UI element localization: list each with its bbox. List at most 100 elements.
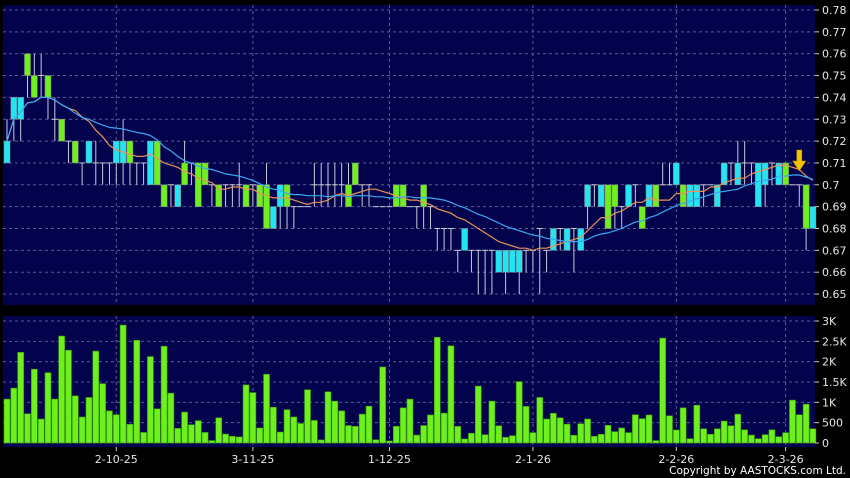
volume-bar	[304, 389, 311, 444]
volume-bar	[65, 349, 72, 444]
up-candle	[720, 162, 728, 186]
volume-tick-label: 1K	[822, 396, 837, 409]
up-candle	[516, 250, 523, 273]
price-tick-label: 0.77	[822, 26, 847, 39]
volume-bar	[112, 414, 120, 444]
down-candle	[194, 162, 202, 207]
up-candle	[809, 206, 817, 229]
down-candle	[58, 119, 65, 142]
price-panel	[3, 5, 815, 305]
volume-bar	[188, 424, 195, 444]
volume-bar	[727, 425, 735, 444]
volume-bar	[10, 387, 18, 444]
date-tick-label: 2-3-26	[768, 453, 804, 466]
volume-bar	[734, 413, 742, 444]
volume-bar	[263, 373, 270, 444]
volume-bar	[748, 434, 755, 444]
volume-bar	[72, 395, 79, 444]
down-candle	[802, 184, 810, 229]
volume-bar	[386, 440, 393, 444]
volume-bar	[638, 418, 646, 444]
volume-bar	[58, 335, 65, 444]
volume-bar	[433, 336, 441, 444]
volume-bar	[338, 410, 345, 444]
volume-bar	[679, 407, 687, 444]
volume-bar	[768, 429, 776, 444]
volume-bar	[276, 431, 284, 444]
price-tick-label: 0.72	[822, 135, 847, 148]
up-candle	[147, 140, 154, 186]
down-candle	[263, 184, 270, 229]
volume-bar	[645, 414, 653, 444]
volume-tick-label: 3K	[822, 315, 837, 328]
volume-bar	[297, 423, 304, 444]
up-candle	[625, 184, 632, 207]
volume-bar	[447, 345, 455, 444]
up-candle	[597, 184, 605, 207]
volume-bar	[529, 432, 537, 444]
volume-bar	[563, 423, 571, 444]
price-tick-label: 0.74	[822, 91, 847, 104]
volume-bar	[761, 434, 769, 444]
volume-bar	[795, 414, 803, 444]
volume-bar	[126, 423, 134, 444]
volume-bar	[51, 398, 59, 444]
down-candle	[652, 184, 660, 207]
volume-bar	[597, 433, 605, 444]
volume-bar	[782, 432, 789, 444]
price-tick-label: 0.75	[822, 70, 847, 83]
volume-bar	[427, 414, 434, 444]
volume-bar	[17, 352, 24, 444]
up-candle	[563, 228, 571, 251]
volume-bar	[133, 340, 141, 444]
volume-bar	[577, 423, 585, 444]
volume-bar	[372, 439, 380, 444]
price-tick-label: 0.73	[822, 113, 847, 126]
down-candle	[256, 184, 263, 207]
volume-bar	[720, 420, 728, 444]
volume-bar	[119, 324, 127, 444]
down-candle	[399, 184, 407, 207]
volume-bar	[352, 426, 359, 444]
up-candle	[734, 162, 742, 186]
down-candle	[420, 184, 427, 207]
down-candle	[181, 162, 188, 186]
up-candle	[495, 250, 503, 273]
volume-bar	[481, 434, 489, 444]
volume-bar	[399, 407, 407, 444]
down-candle	[126, 140, 134, 164]
volume-bar	[741, 429, 748, 444]
volume-bar	[632, 414, 639, 444]
volume-bar	[659, 337, 666, 444]
down-candle	[201, 162, 209, 186]
down-candle	[24, 53, 31, 76]
volume-bar	[666, 415, 673, 444]
volume-bar	[37, 418, 45, 444]
volume-bar	[331, 400, 339, 444]
volume-bar	[208, 440, 216, 444]
up-candle	[276, 184, 284, 207]
volume-tick-label: 500	[822, 417, 843, 430]
date-tick-label: 1-12-25	[368, 453, 411, 466]
volume-bar	[358, 413, 366, 444]
volume-bar	[393, 426, 400, 444]
price-tick-label: 0.66	[822, 266, 847, 279]
volume-bar	[311, 420, 318, 444]
volume-tick-label: 0	[822, 437, 829, 450]
volume-bar	[365, 405, 373, 444]
date-tick-label: 2-1-26	[515, 453, 551, 466]
date-tick-label: 2-10-25	[95, 453, 138, 466]
volume-bar	[229, 435, 236, 444]
price-tick-label: 0.65	[822, 288, 847, 301]
volume-bar	[522, 406, 530, 444]
down-candle	[242, 184, 250, 207]
down-candle	[31, 75, 38, 98]
volume-bar	[24, 413, 31, 444]
volume-bar	[707, 433, 714, 444]
up-candle	[113, 140, 120, 164]
price-tick-label: 0.7	[822, 179, 840, 192]
down-candle	[352, 162, 359, 186]
volume-bar	[147, 356, 154, 444]
volume-bar	[215, 417, 223, 444]
